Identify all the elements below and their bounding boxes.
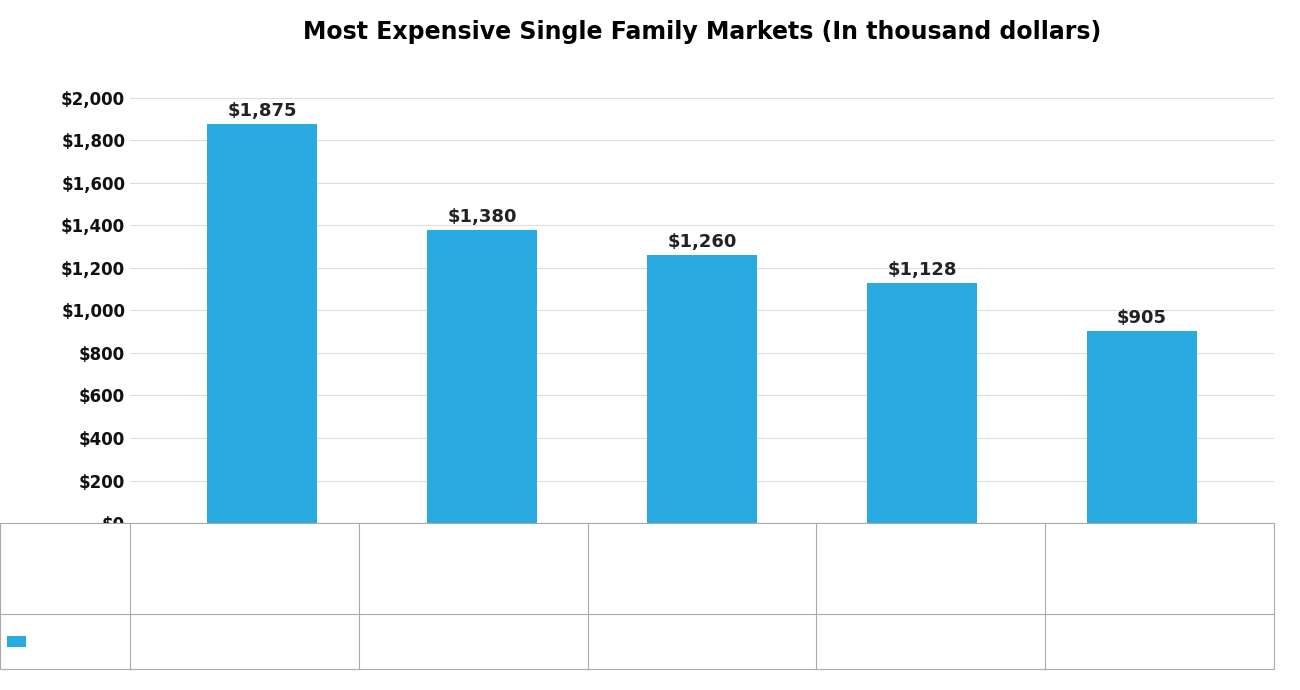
Bar	[1087, 331, 1197, 523]
Text: San Diego-Carlsbad,
CA: San Diego-Carlsbad, CA	[1082, 552, 1238, 584]
Bar	[207, 124, 317, 523]
Text: $1,875: $1,875	[227, 103, 296, 121]
Text: $1,380: $1,380	[447, 208, 517, 226]
Text: 1127.9: 1127.9	[905, 634, 957, 649]
Text: 1260.0: 1260.0	[676, 634, 728, 649]
Text: San Francisco-
Oakland-Hayward,
CA: San Francisco- Oakland-Hayward, CA	[403, 544, 543, 593]
Text: $1,260: $1,260	[667, 233, 737, 251]
Text: $1,128: $1,128	[888, 262, 957, 279]
Text: 1875.0: 1875.0	[218, 634, 270, 649]
Text: 905.0: 905.0	[1138, 634, 1182, 649]
Text: Urban Honolulu, HI: Urban Honolulu, HI	[858, 561, 1004, 576]
Bar	[647, 255, 757, 523]
Text: $905: $905	[1117, 309, 1167, 327]
Text: San Jose-Sunnyvale-
Santa Clara, CA: San Jose-Sunnyvale- Santa Clara, CA	[166, 552, 322, 584]
Text: 1380.0: 1380.0	[447, 634, 499, 649]
Title: Most Expensive Single Family Markets (In thousand dollars): Most Expensive Single Family Markets (In…	[303, 19, 1101, 43]
Bar	[426, 230, 537, 523]
Text: Anaheim-Santa
Ana-Irvine, CA: Anaheim-Santa Ana-Irvine, CA	[644, 552, 760, 584]
Text: Series1: Series1	[32, 634, 90, 649]
Bar	[867, 283, 978, 523]
